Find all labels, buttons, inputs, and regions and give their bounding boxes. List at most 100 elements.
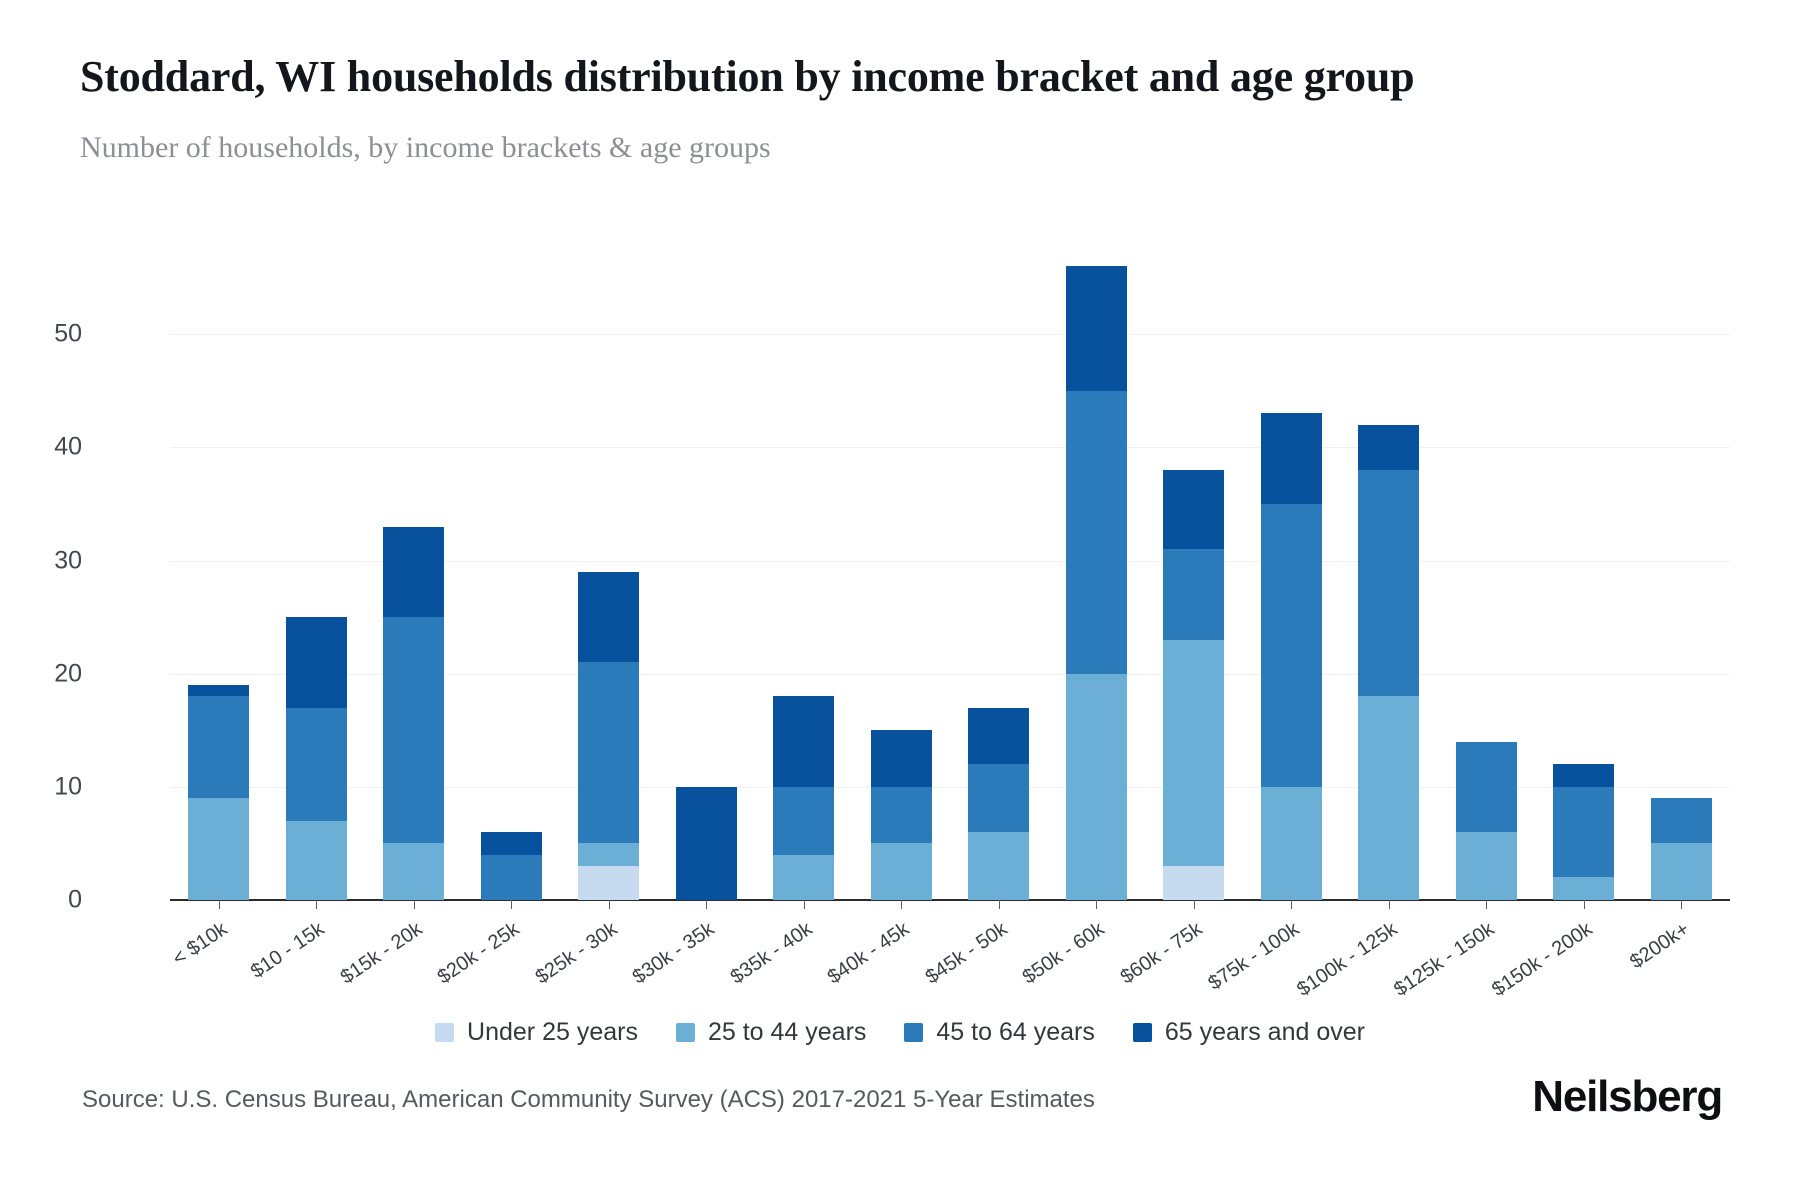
x-axis-line [170,899,1730,901]
bar-stack[interactable] [1358,424,1420,900]
bar-stack[interactable] [675,786,737,900]
y-axis-tick-label: 0 [68,885,82,914]
bar-segment[interactable] [188,798,250,900]
bar-stack[interactable] [1553,764,1615,900]
bar-group[interactable] [1438,255,1536,909]
bar-segment[interactable] [1260,786,1322,900]
bar-segment[interactable] [383,617,445,844]
bar-segment[interactable] [578,662,640,844]
bar-group[interactable] [1535,255,1633,909]
bar-group[interactable] [950,255,1048,909]
bar-segment[interactable] [578,571,640,663]
bar-segment[interactable] [675,786,737,900]
bar-segment[interactable] [1358,696,1420,900]
bar-group[interactable] [1340,255,1438,909]
legend-swatch-icon [904,1023,924,1042]
bar-segment[interactable] [1553,877,1615,900]
chart-subtitle: Number of households, by income brackets… [80,131,771,165]
bar-segment[interactable] [1260,413,1322,504]
bar-segment[interactable] [870,843,932,900]
y-axis-tick-label: 10 [54,772,82,801]
bar-segment[interactable] [968,707,1030,765]
bar-group[interactable] [658,255,756,909]
bar-group[interactable] [560,255,658,909]
y-axis-tick-label: 40 [54,432,82,461]
bar-segment[interactable] [383,843,445,900]
x-axis-tick [706,900,708,909]
bar-group[interactable] [463,255,561,909]
bar-segment[interactable] [188,696,250,799]
bar-segment[interactable] [1260,503,1322,787]
bar-segment[interactable] [1650,843,1712,900]
x-axis-tick [608,900,610,909]
x-axis-tick [998,900,1000,909]
legend-item[interactable]: 65 years and over [1132,1018,1365,1047]
bar-segment[interactable] [188,685,250,697]
bar-segment[interactable] [383,526,445,618]
bar-segment[interactable] [285,820,347,900]
bar-stack[interactable] [1065,266,1127,900]
bar-stack[interactable] [383,526,445,900]
bar-group[interactable] [1048,255,1146,909]
bar-segment[interactable] [1553,786,1615,878]
bar-group[interactable] [170,255,268,909]
bar-series-container [170,255,1731,909]
bar-segment[interactable] [1553,764,1615,787]
bar-group[interactable] [755,255,853,909]
bar-segment[interactable] [1358,424,1420,471]
bar-segment[interactable] [1163,639,1225,867]
bar-group[interactable] [1633,255,1731,909]
legend-item[interactable]: 25 to 44 years [675,1018,866,1047]
bar-segment[interactable] [1455,741,1517,833]
bar-segment[interactable] [773,696,835,787]
bar-segment[interactable] [578,866,640,900]
bar-segment[interactable] [480,854,542,900]
bar-group[interactable] [1243,255,1341,909]
bar-segment[interactable] [773,786,835,855]
chart-header: Stoddard, WI households distribution by … [80,48,1640,167]
plot-area: 0 10 20 30 40 50 [0,255,1800,914]
bar-segment[interactable] [1455,832,1517,900]
bar-stack[interactable] [1650,798,1712,900]
bar-group[interactable] [853,255,951,909]
bar-stack[interactable] [773,696,835,900]
x-axis-tick [901,900,903,909]
bar-stack[interactable] [1455,741,1517,900]
bar-stack[interactable] [578,571,640,900]
bar-stack[interactable] [1260,413,1322,900]
legend-swatch-icon [435,1023,455,1042]
x-axis-tick [316,900,318,909]
bar-segment[interactable] [1163,866,1225,900]
legend-item[interactable]: 45 to 64 years [904,1018,1095,1047]
bar-segment[interactable] [1163,470,1225,550]
bar-stack[interactable] [188,685,250,900]
bar-stack[interactable] [870,730,932,900]
legend-label: 45 to 64 years [936,1018,1095,1046]
x-axis-tick [511,900,513,909]
bar-segment[interactable] [870,786,932,844]
legend-item[interactable]: Under 25 years [435,1018,638,1047]
bar-segment[interactable] [285,707,347,821]
bar-segment[interactable] [1650,798,1712,844]
bar-segment[interactable] [1358,470,1420,697]
bar-segment[interactable] [968,764,1030,833]
bar-group[interactable] [365,255,463,909]
bar-segment[interactable] [1065,266,1127,391]
bar-group[interactable] [1145,255,1243,909]
bar-segment[interactable] [870,730,932,787]
bar-segment[interactable] [578,843,640,867]
bar-segment[interactable] [773,854,835,900]
bar-segment[interactable] [968,832,1030,900]
bar-segment[interactable] [1163,549,1225,640]
bar-segment[interactable] [285,617,347,708]
bar-segment[interactable] [1065,673,1127,900]
gridline [170,786,1730,788]
bar-segment[interactable] [1065,390,1127,674]
bar-segment[interactable] [480,832,542,855]
bar-group[interactable] [268,255,366,909]
bar-stack[interactable] [1163,470,1225,900]
bar-stack[interactable] [285,617,347,900]
x-axis-tick [803,900,805,909]
bar-stack[interactable] [480,832,542,900]
bar-stack[interactable] [968,707,1030,900]
